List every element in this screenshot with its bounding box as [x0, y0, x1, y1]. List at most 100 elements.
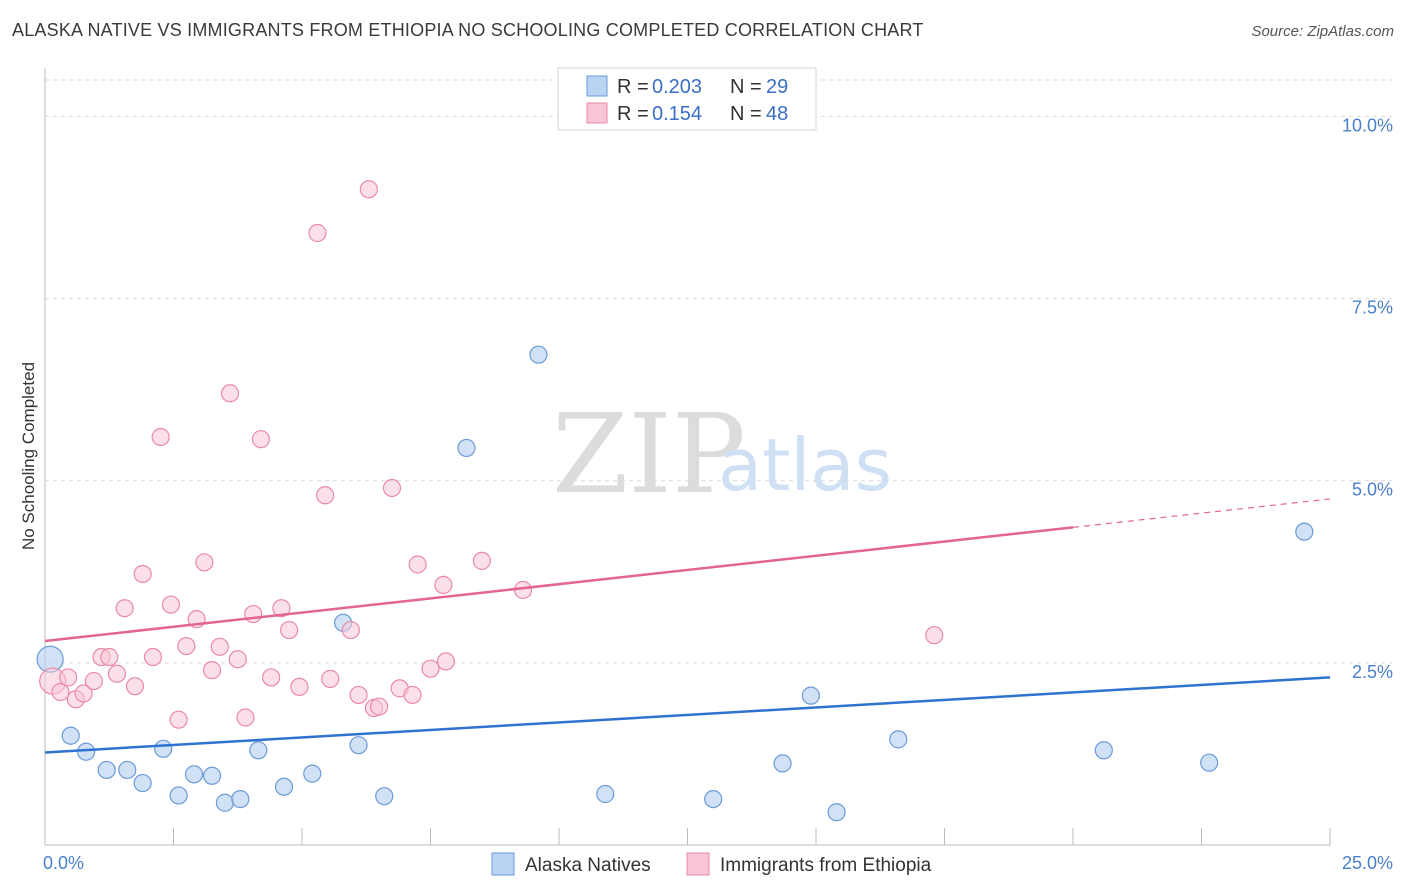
bottom-legend-label: Immigrants from Ethiopia — [720, 855, 932, 876]
legend-n-label: N = — [730, 103, 762, 125]
ethiopia-point — [195, 553, 214, 572]
ethiopia-point — [925, 626, 944, 645]
alaska-native-point — [457, 438, 476, 458]
ethiopia-point — [143, 647, 163, 667]
y-axis-label: No Schooling Completed — [19, 362, 38, 550]
ethiopia-point — [359, 180, 378, 199]
bottom-legend-swatch-pink — [686, 852, 710, 876]
ethiopia-point — [202, 661, 222, 680]
ethiopia-point — [280, 620, 299, 640]
ethiopia-point — [220, 384, 240, 403]
y-tick-label: 5.0% — [1352, 480, 1393, 500]
legend-n-value: 48 — [766, 103, 788, 125]
ethiopia-point — [408, 555, 427, 574]
ethiopia-point — [125, 677, 145, 696]
alaska-native-point — [154, 739, 173, 758]
alaska-native-point — [61, 726, 80, 745]
legend-r-label: R = — [617, 103, 649, 125]
ethiopia-point — [370, 697, 389, 716]
alaska-native-point — [215, 793, 234, 812]
x-tick-label: 25.0% — [1342, 853, 1393, 873]
points-layer — [36, 180, 1314, 822]
y-tick-label: 7.5% — [1352, 298, 1393, 318]
ethiopia-point — [244, 604, 263, 624]
alaska-native-point — [1295, 522, 1314, 541]
ethiopia-point — [316, 486, 335, 505]
chart-title: ALASKA NATIVE VS IMMIGRANTS FROM ETHIOPI… — [12, 20, 924, 40]
alaska-native-point — [704, 789, 723, 809]
alaska-native-point — [1200, 753, 1219, 772]
alaska-native-point — [349, 736, 368, 755]
legend-r-value: 0.154 — [652, 103, 702, 125]
alaska-native-point — [773, 754, 792, 773]
ethiopia-point — [403, 685, 422, 705]
ethiopia-point — [151, 427, 170, 447]
ethiopia-point — [59, 668, 78, 687]
watermark-zip: ZIP — [552, 390, 746, 518]
alaska-native-point — [303, 764, 322, 783]
legend-swatch-pink — [586, 102, 608, 124]
alaska-native-point — [249, 741, 268, 760]
y-tick-label: 2.5% — [1352, 662, 1393, 682]
ethiopia-point — [341, 620, 360, 640]
ethiopia-point — [236, 708, 255, 727]
ethiopia-trendline — [44, 526, 1074, 643]
alaska-native-trendline — [44, 676, 1331, 754]
alaska-native-point — [596, 784, 615, 804]
bottom-legend-swatch-blue — [491, 852, 515, 876]
alaska-native-point — [231, 789, 250, 809]
ethiopia-point — [228, 650, 247, 669]
alaska-native-point — [827, 803, 846, 822]
alaska-native-point — [274, 777, 294, 796]
x-tick-label: 0.0% — [43, 853, 84, 873]
ethiopia-point — [272, 599, 291, 618]
watermark: ZIP atlas — [552, 390, 892, 518]
alaska-native-point — [202, 766, 222, 785]
ethiopia-point — [51, 682, 70, 702]
grid-layer — [45, 79, 1392, 664]
alaska-native-point — [375, 787, 394, 806]
alaska-native-point — [133, 773, 152, 793]
y-tick-label: 10.0% — [1342, 115, 1393, 135]
alaska-native-point — [97, 760, 116, 780]
ethiopia-point — [472, 551, 491, 570]
ethiopia-point — [251, 430, 270, 449]
ethiopia-point — [434, 575, 453, 595]
alaska-native-point — [889, 730, 908, 749]
ethiopia-point — [107, 664, 127, 683]
watermark-atlas: atlas — [718, 423, 892, 507]
ethiopia-trendline-extension — [1072, 498, 1331, 528]
ethiopia-point — [321, 669, 340, 688]
alaska-native-point — [184, 765, 204, 784]
ethiopia-point — [169, 710, 188, 729]
ethiopia-point — [210, 637, 229, 656]
alaska-native-point — [529, 345, 548, 364]
ethiopia-point — [133, 564, 152, 584]
trend-layer — [44, 498, 1331, 754]
axes-layer: 2.5% 5.0% 7.5% 10.0% 0.0% 25.0% No Schooling C… — [19, 68, 1393, 873]
ethiopia-point — [436, 652, 456, 671]
ethiopia-point — [308, 223, 327, 243]
bottom-legend: Alaska Natives Immigrants from Ethiopia — [491, 852, 932, 876]
legend-n-value: 29 — [766, 76, 788, 98]
legend-swatch-blue — [586, 75, 608, 97]
ethiopia-point — [74, 684, 93, 703]
bottom-legend-label: Alaska Natives — [525, 855, 651, 876]
source-credit: Source: ZipAtlas.com — [1251, 23, 1394, 40]
ethiopia-point — [161, 595, 181, 614]
ethiopia-point — [115, 599, 134, 618]
alaska-native-point — [169, 786, 188, 805]
legend-box: R = 0.203 N = 29 R = 0.154 N = 48 — [557, 67, 817, 131]
legend-r-value: 0.203 — [652, 76, 702, 98]
ethiopia-point — [382, 478, 402, 498]
alaska-native-point — [77, 742, 96, 761]
alaska-native-point — [1094, 741, 1113, 760]
ethiopia-point — [84, 671, 103, 691]
ethiopia-point — [421, 659, 440, 678]
ethiopia-point — [100, 647, 119, 667]
ethiopia-point — [349, 685, 368, 705]
ethiopia-point — [262, 668, 281, 687]
ethiopia-point — [290, 677, 309, 697]
legend-r-label: R = — [617, 76, 649, 98]
